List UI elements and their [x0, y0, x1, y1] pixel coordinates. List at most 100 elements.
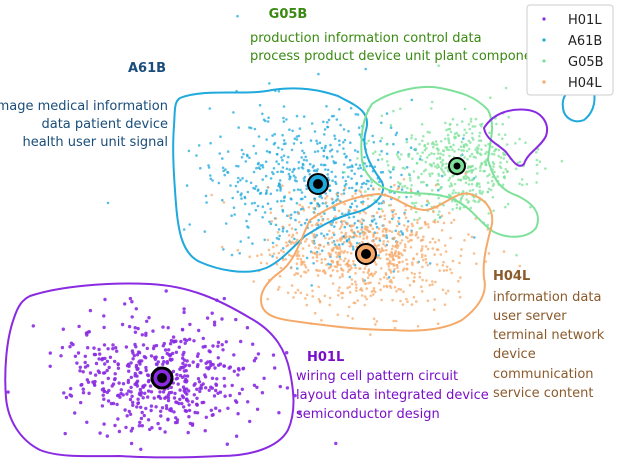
point-a61b	[241, 177, 244, 180]
point-a61b	[364, 182, 368, 186]
point-h01l	[195, 354, 200, 358]
point-h01l	[129, 361, 133, 365]
point-h04l	[337, 209, 341, 213]
point-h04l	[354, 272, 357, 275]
point-h01l	[252, 359, 257, 363]
point-g05b	[460, 140, 464, 144]
point-h04l	[328, 229, 331, 233]
point-a61b	[223, 173, 226, 177]
point-g05b	[437, 172, 440, 176]
point-h01l	[177, 345, 181, 349]
point-a61b	[268, 82, 271, 85]
point-a61b	[335, 118, 339, 121]
point-h01l	[221, 348, 225, 352]
point-h04l	[402, 290, 405, 294]
point-a61b	[364, 67, 368, 71]
point-h04l	[518, 264, 522, 268]
point-a61b	[324, 192, 328, 195]
point-a61b	[237, 126, 240, 129]
point-g05b	[451, 174, 454, 178]
point-a61b	[271, 171, 274, 174]
point-h04l	[339, 263, 342, 267]
point-a61b	[197, 144, 201, 147]
point-g05b	[436, 157, 439, 160]
point-h01l	[216, 356, 220, 360]
point-h04l	[354, 266, 358, 270]
point-g05b	[476, 151, 480, 155]
point-h04l	[396, 254, 399, 258]
point-h01l	[98, 431, 102, 435]
point-a61b	[264, 174, 268, 178]
point-g05b	[421, 151, 425, 154]
point-h04l	[372, 232, 375, 235]
point-h01l	[180, 375, 185, 379]
point-g05b	[497, 133, 501, 136]
point-g05b	[467, 123, 471, 126]
point-h04l	[371, 274, 375, 278]
point-h04l	[404, 216, 408, 220]
point-a61b	[249, 181, 253, 185]
point-h01l	[102, 343, 107, 347]
point-h04l	[346, 251, 349, 254]
point-h04l	[340, 231, 343, 234]
point-h01l	[121, 393, 125, 397]
point-h04l	[384, 244, 387, 248]
legend-marker-g05b	[542, 59, 546, 63]
point-g05b	[468, 189, 472, 192]
point-h01l	[186, 430, 190, 435]
point-h01l	[201, 336, 205, 341]
point-a61b	[310, 284, 314, 287]
point-g05b	[467, 139, 471, 143]
point-h01l	[252, 383, 257, 387]
point-h01l	[138, 359, 142, 363]
point-h04l	[382, 242, 385, 246]
point-a61b	[285, 230, 289, 233]
point-h04l	[339, 257, 342, 261]
point-g05b	[457, 148, 461, 151]
point-a61b	[397, 216, 401, 220]
point-g05b	[399, 107, 402, 111]
point-g05b	[428, 153, 431, 157]
point-a61b	[272, 167, 276, 170]
point-h01l	[116, 417, 120, 421]
point-g05b	[447, 193, 451, 197]
point-h01l	[131, 357, 135, 361]
point-a61b	[405, 195, 408, 199]
point-g05b	[396, 181, 400, 184]
point-g05b	[356, 157, 359, 160]
point-h01l	[140, 424, 144, 428]
point-g05b	[502, 171, 505, 174]
point-h04l	[352, 259, 355, 263]
point-g05b	[410, 184, 413, 187]
point-h04l	[435, 248, 439, 251]
point-a61b	[259, 191, 263, 195]
point-h01l	[165, 360, 169, 364]
point-h04l	[279, 266, 283, 270]
point-a61b	[297, 167, 301, 170]
point-h04l	[397, 186, 401, 190]
point-g05b	[445, 162, 448, 166]
point-a61b	[230, 253, 234, 257]
point-g05b	[437, 64, 441, 67]
point-h04l	[386, 277, 389, 280]
point-h01l	[102, 371, 106, 375]
point-a61b	[292, 174, 296, 177]
point-h04l	[384, 230, 388, 234]
point-a61b	[348, 186, 351, 190]
point-h01l	[182, 405, 186, 409]
point-g05b	[503, 133, 507, 137]
point-g05b	[468, 127, 472, 131]
point-h04l	[355, 286, 358, 290]
point-h01l	[87, 391, 91, 395]
point-a61b	[271, 254, 274, 258]
point-h01l	[211, 344, 215, 348]
point-h01l	[83, 360, 87, 365]
point-h04l	[361, 231, 364, 234]
point-h04l	[395, 289, 398, 293]
point-h04l	[446, 289, 450, 293]
point-g05b	[420, 123, 424, 126]
point-h01l	[222, 296, 226, 301]
point-h04l	[391, 298, 394, 302]
point-a61b	[236, 180, 240, 184]
point-a61b	[326, 173, 330, 176]
